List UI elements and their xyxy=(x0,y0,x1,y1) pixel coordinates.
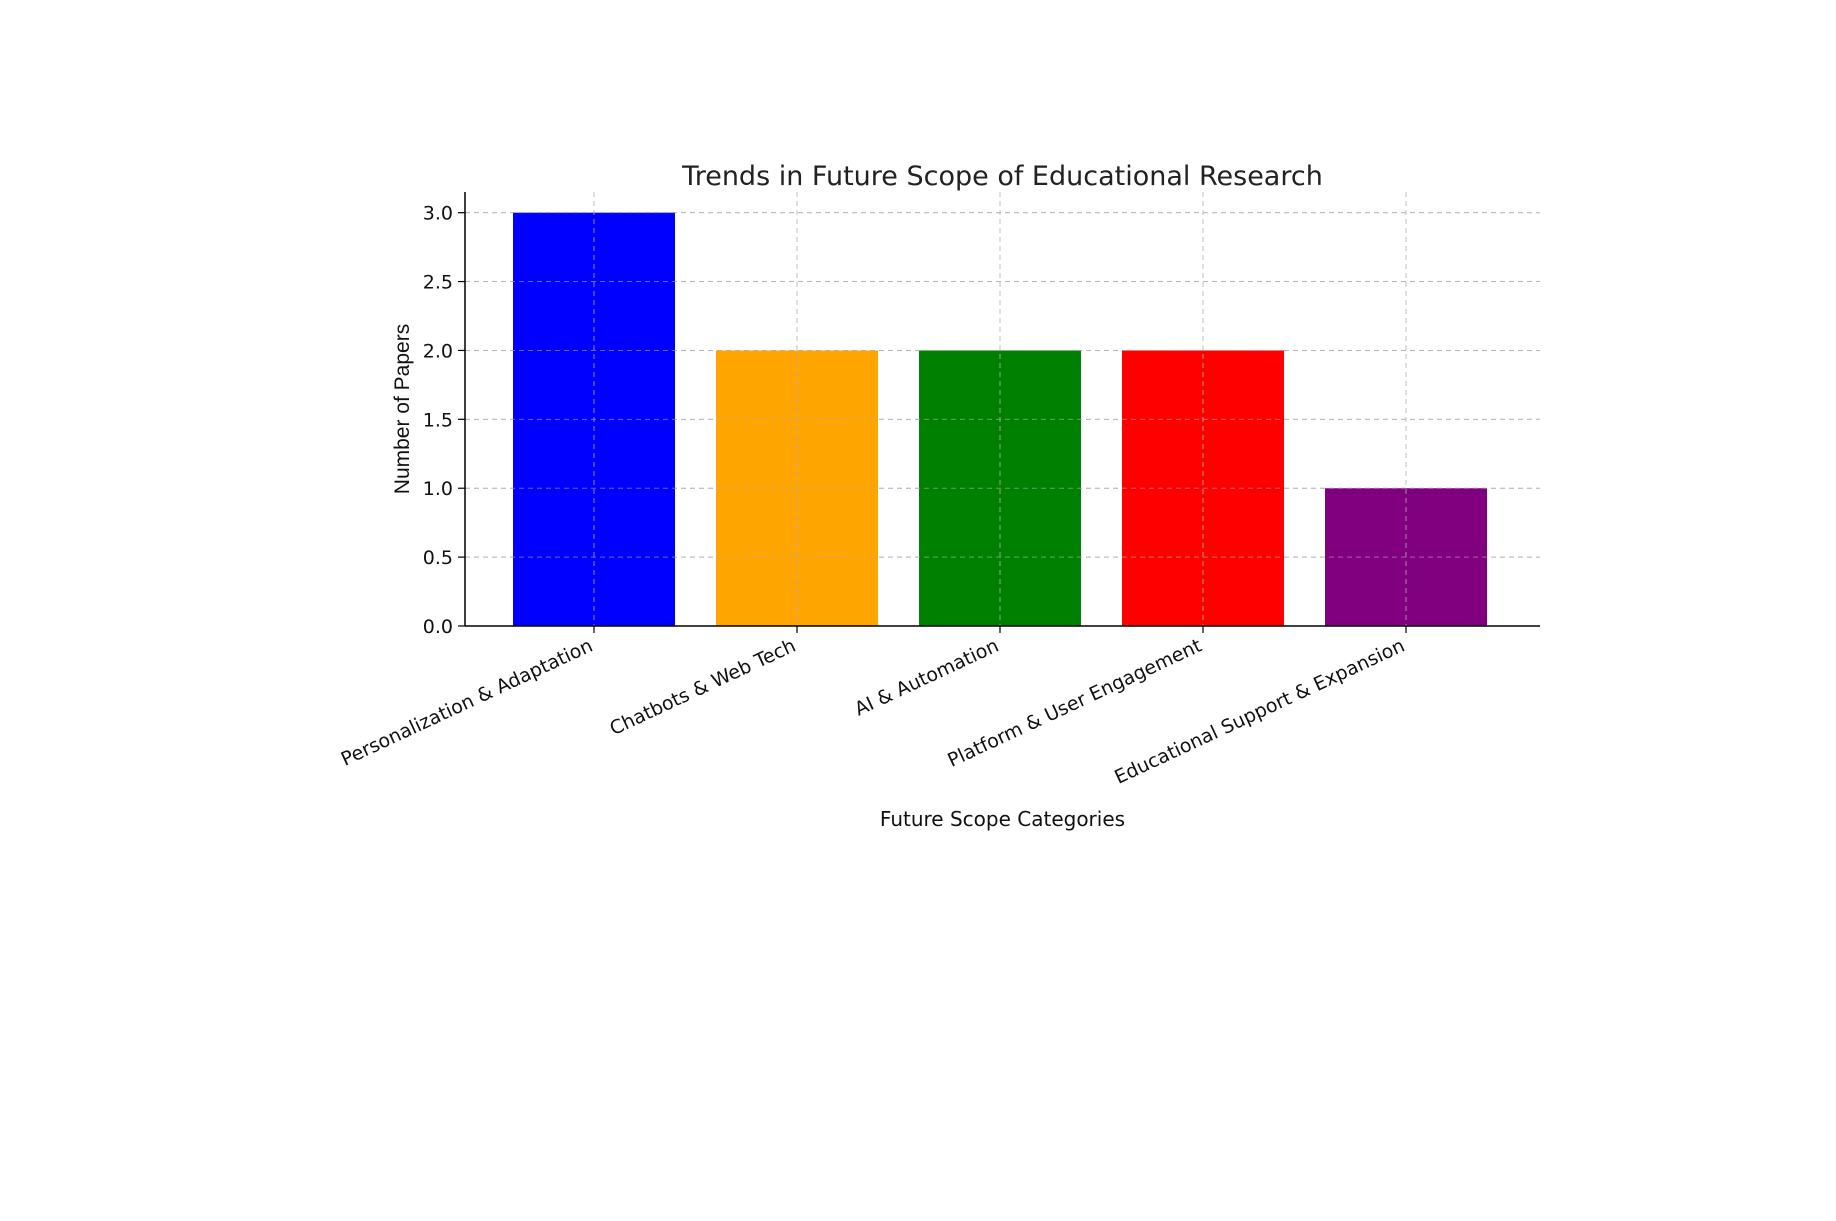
x-category-label: AI & Automation xyxy=(851,635,1002,721)
y-tick-label: 0.5 xyxy=(423,547,453,569)
bar-layer xyxy=(465,192,1540,626)
label-layer: Trends in Future Scope of Educational Re… xyxy=(391,161,1323,831)
axis-layer xyxy=(464,192,1540,627)
x-category-label: Personalization & Adaptation xyxy=(338,635,596,771)
x-category-label: Chatbots & Web Tech xyxy=(606,635,799,740)
y-tick-label: 2.5 xyxy=(423,272,453,294)
y-tick-label: 0.0 xyxy=(423,616,453,638)
y-axis-title: Number of Papers xyxy=(391,324,414,494)
x-axis-title: Future Scope Categories xyxy=(880,807,1125,831)
y-tick-label: 1.5 xyxy=(423,409,453,431)
y-tick-label: 2.0 xyxy=(423,340,453,362)
chart-title: Trends in Future Scope of Educational Re… xyxy=(681,161,1323,192)
y-tick-label: 3.0 xyxy=(423,203,453,225)
y-tick-label: 1.0 xyxy=(423,478,453,500)
